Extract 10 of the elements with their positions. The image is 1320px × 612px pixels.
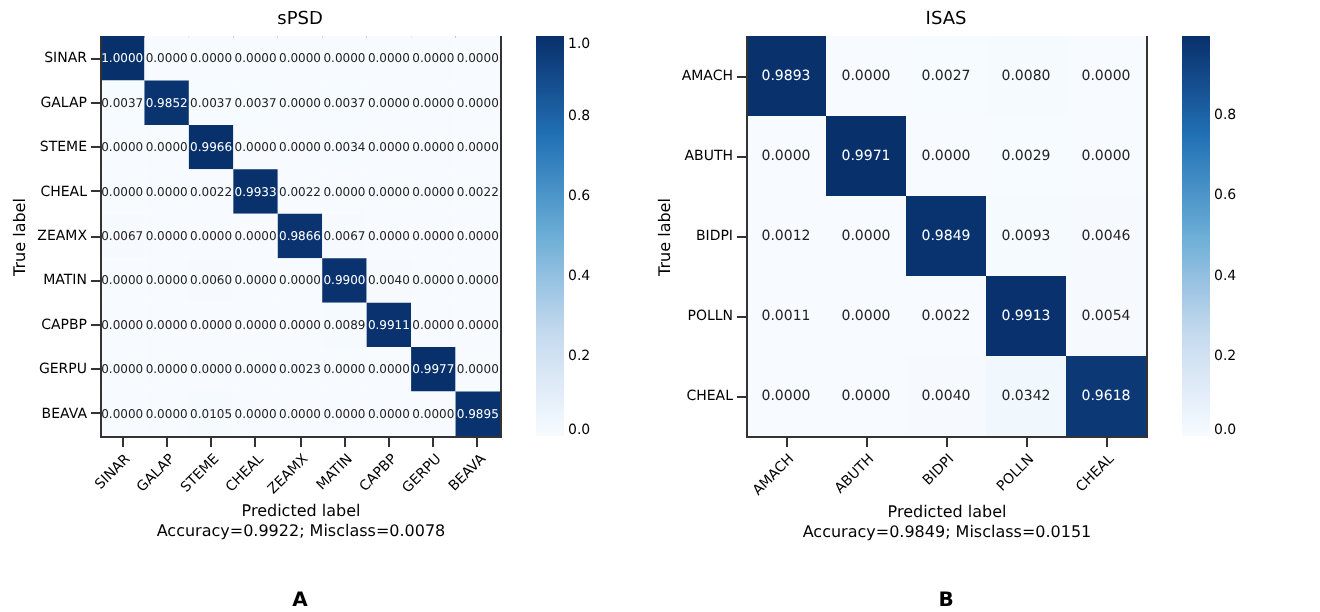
y-axis-title: True label xyxy=(11,198,30,278)
chart-title: sPSD xyxy=(277,10,323,30)
chart-title: ISAS xyxy=(925,10,967,30)
text: Accuracy=0.9849; Misclass=0.0151 xyxy=(802,523,1092,542)
x-axis-title: Predicted label xyxy=(887,503,1007,522)
text: A xyxy=(292,590,309,612)
x-axis-title: Predicted label xyxy=(241,502,361,521)
y-axis-title: True label xyxy=(655,198,674,278)
text: Accuracy=0.9922; Misclass=0.0078 xyxy=(156,522,446,541)
text: B xyxy=(938,590,954,612)
